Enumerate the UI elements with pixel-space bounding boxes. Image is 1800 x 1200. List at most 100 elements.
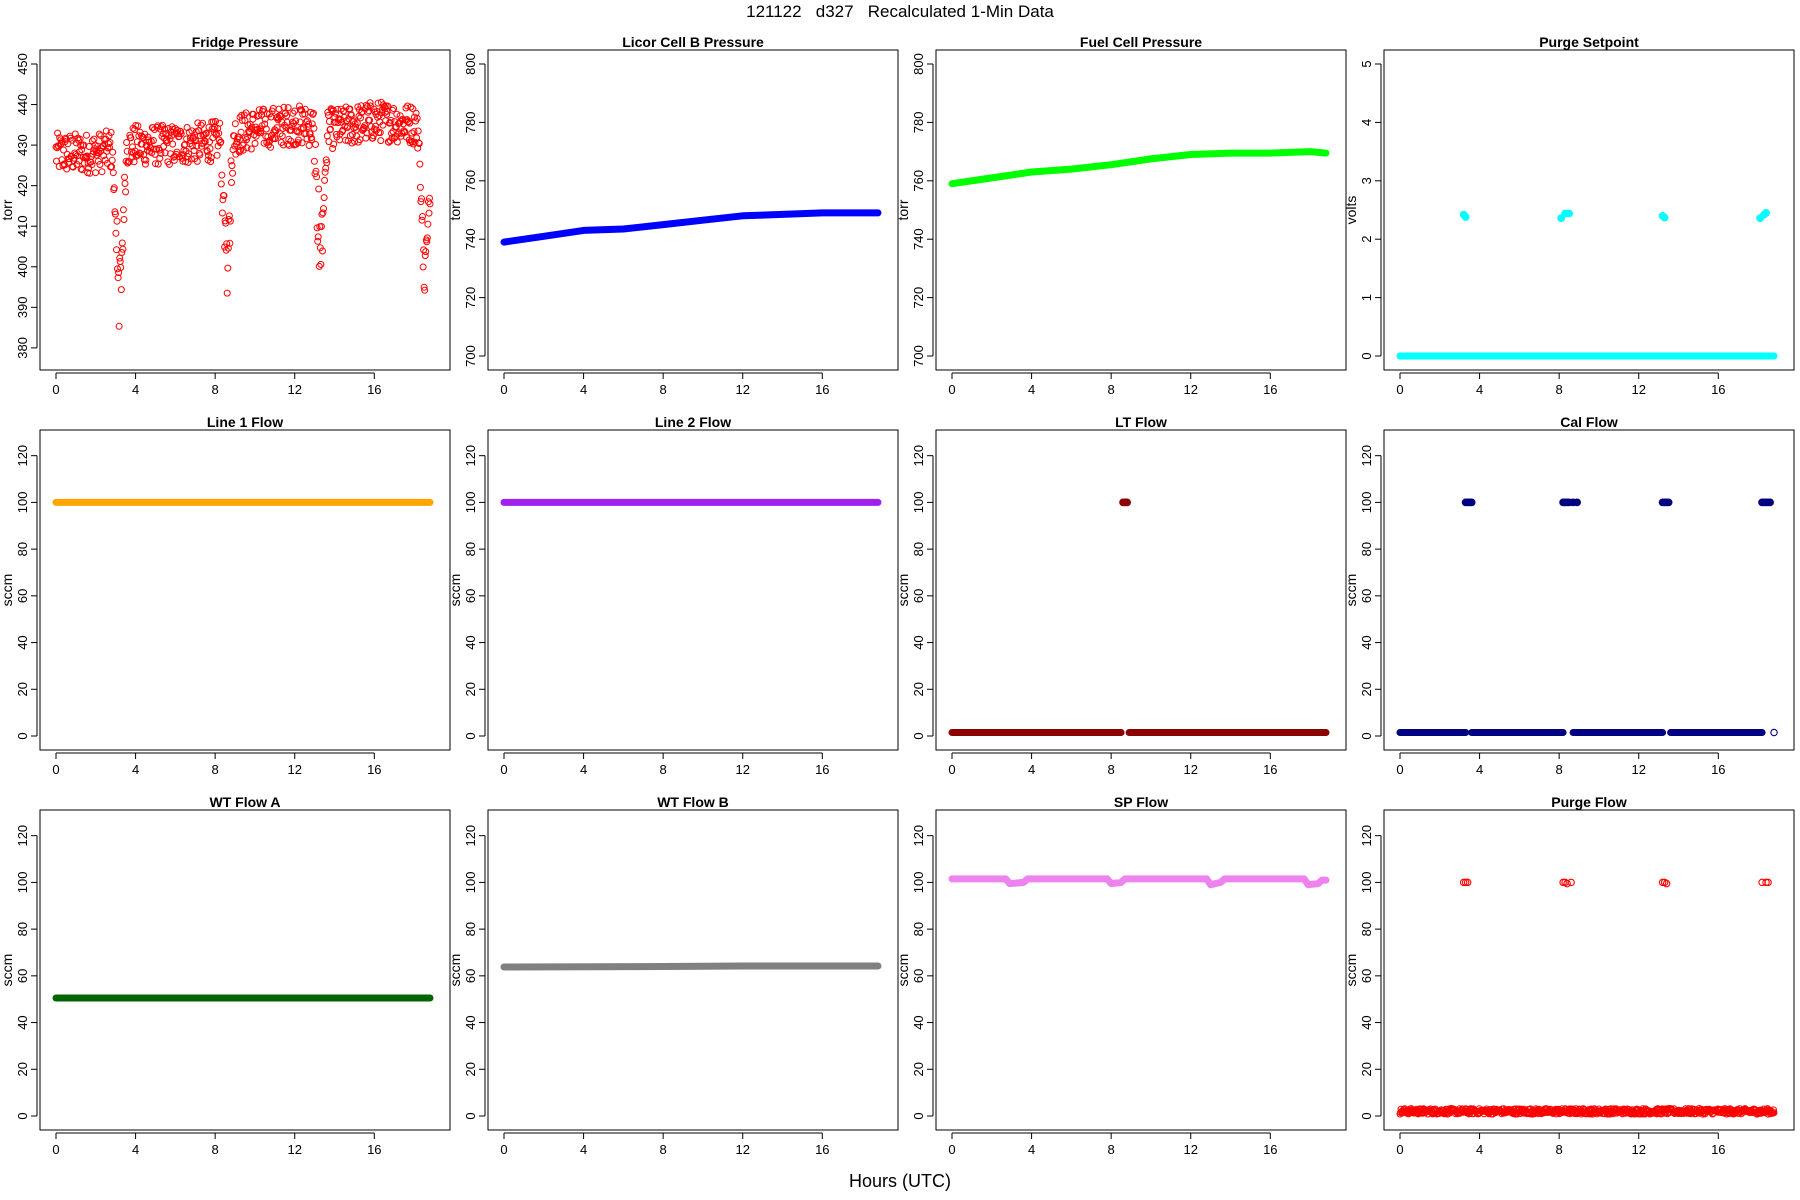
x-tick-label: 12 [288,1142,302,1157]
data-point [136,149,143,157]
data-point [425,209,433,217]
page-title: 121122 d327 Recalculated 1-Min Data [746,2,1054,21]
data-point [223,289,231,297]
y-axis: 0 20 40 60 80 100 120 [1359,825,1382,1120]
data-series [52,98,434,330]
data-point [242,109,250,117]
y-tick-label: 20 [1359,682,1374,696]
data-point [308,136,316,143]
x-axis: 0 4 8 12 16 [1396,752,1726,777]
data-point [260,139,268,147]
x-tick-label: 12 [1184,1142,1198,1157]
y-tick-label: 60 [1359,969,1374,983]
data-point [366,116,374,124]
data-point [364,108,372,116]
x-tick-label: 4 [1028,1142,1035,1157]
data-point [106,139,114,146]
data-point [1461,878,1470,887]
x-tick-label: 0 [500,1142,507,1157]
x-tick-label: 8 [660,382,667,397]
data-point [302,118,310,126]
data-point [421,252,429,260]
y-tick-label: 100 [1359,872,1374,894]
data-point [161,149,169,157]
data-point [239,146,247,154]
x-tick-label: 0 [1396,1142,1403,1157]
x-tick-label: 12 [736,762,750,777]
data-point [169,140,177,148]
data-point [342,136,349,144]
y-axis: 0 20 40 60 80 100 120 [15,825,38,1120]
y-tick-label: 4 [1359,119,1374,126]
data-point [228,162,236,170]
x-tick-label: 8 [212,382,219,397]
data-point [1563,879,1571,888]
data-point [301,105,309,113]
y-tick-label: 0 [911,732,926,739]
data-point [207,158,215,166]
data-point [1567,878,1575,887]
x-tick-label: 8 [1108,762,1115,777]
y-tick-label: 20 [15,1062,30,1076]
y-tick-label: 410 [15,215,30,237]
y-axis-label: sccm [447,954,463,987]
data-point [156,154,164,162]
data-point [424,198,432,206]
data-point [284,104,292,112]
data-point [262,125,270,133]
y-axis-label: sccm [447,574,463,607]
data-point [121,173,128,181]
data-point [330,140,338,148]
panel-line-1-flow: Line 1 Flow sccm 0 4 8 12 16 0 20 40 60 80 100 120 [0,414,451,777]
data-point [1762,878,1770,887]
x-tick-label: 16 [1263,1142,1277,1157]
x-tick-label: 16 [815,762,829,777]
y-axis-label: sccm [895,574,911,607]
data-point [315,262,323,270]
y-tick-label: 60 [1359,589,1374,603]
y-tick-label: 780 [911,112,926,134]
panel-title: Fridge Pressure [192,34,299,50]
data-point [406,119,414,127]
data-point [398,129,406,137]
data-point [94,142,102,150]
data-point [171,152,179,160]
data-point [1467,498,1476,507]
y-axis-label: sccm [0,954,15,987]
data-point [134,122,142,130]
x-tick-label: 0 [1396,382,1403,397]
data-point [331,109,339,117]
y-tick-label: 80 [1359,922,1374,936]
data-point [187,155,195,163]
x-tick-label: 12 [736,382,750,397]
panel-lt-flow: LT Flow sccm 0 4 8 12 16 0 20 40 60 80 100 120 [895,414,1347,777]
y-tick-label: 40 [911,635,926,649]
data-point [243,144,251,152]
y-tick-label: 120 [1359,445,1374,467]
data-point [305,120,313,128]
data-point [341,122,349,130]
y-tick-label: 120 [463,825,478,847]
plot-frame [935,49,1347,371]
y-tick-label: 800 [911,53,926,75]
data-point [83,131,90,139]
y-tick-label: 40 [15,1015,30,1029]
data-point [393,110,401,118]
data-point [319,247,326,255]
data-point [1660,213,1669,222]
y-tick-label: 100 [463,872,478,894]
data-point [1767,1108,1775,1116]
x-tick-label: 8 [1556,1142,1563,1157]
data-point [161,125,169,133]
data-point [278,132,286,140]
y-tick-label: 700 [911,345,926,367]
x-tick-label: 16 [1711,762,1725,777]
plot-frame [935,809,1347,1131]
data-point [111,210,119,218]
data-point [123,139,131,146]
y-axis: 0 20 40 60 80 100 120 [463,825,486,1120]
y-tick-label: 0 [1359,732,1374,739]
data-point [414,144,422,152]
y-tick-label: 40 [1359,1015,1374,1029]
